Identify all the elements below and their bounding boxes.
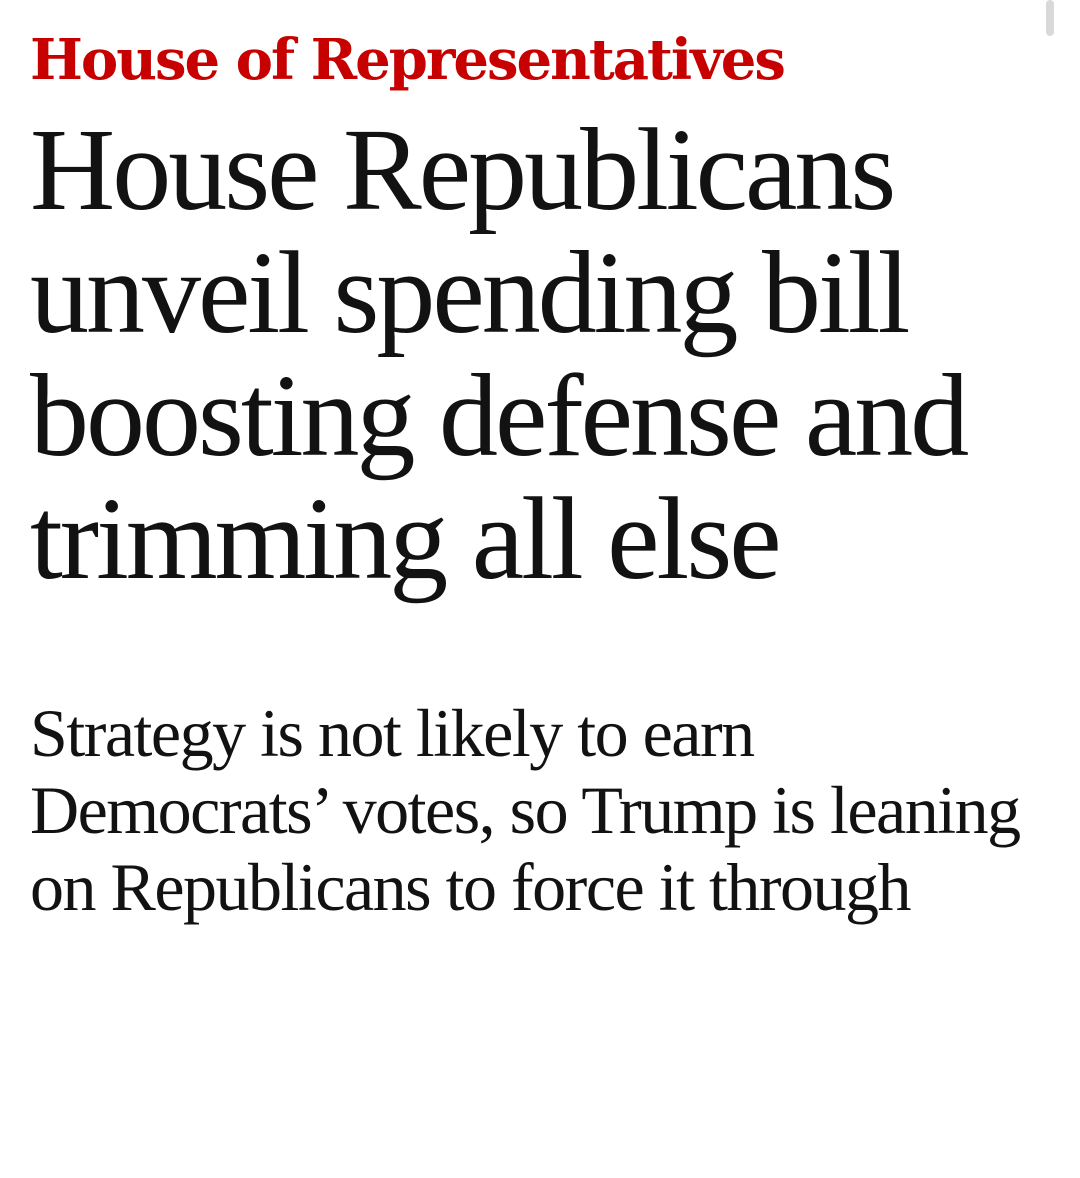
scrollbar-thumb[interactable] bbox=[1046, 0, 1054, 36]
headline: House Republicans unveil spending bill b… bbox=[30, 104, 969, 604]
article-header: House of Representatives House Republica… bbox=[30, 20, 1060, 926]
section-kicker-link[interactable]: House of Representatives bbox=[30, 27, 786, 93]
standfirst: Strategy is not likely to earn Democrats… bbox=[30, 695, 1021, 925]
